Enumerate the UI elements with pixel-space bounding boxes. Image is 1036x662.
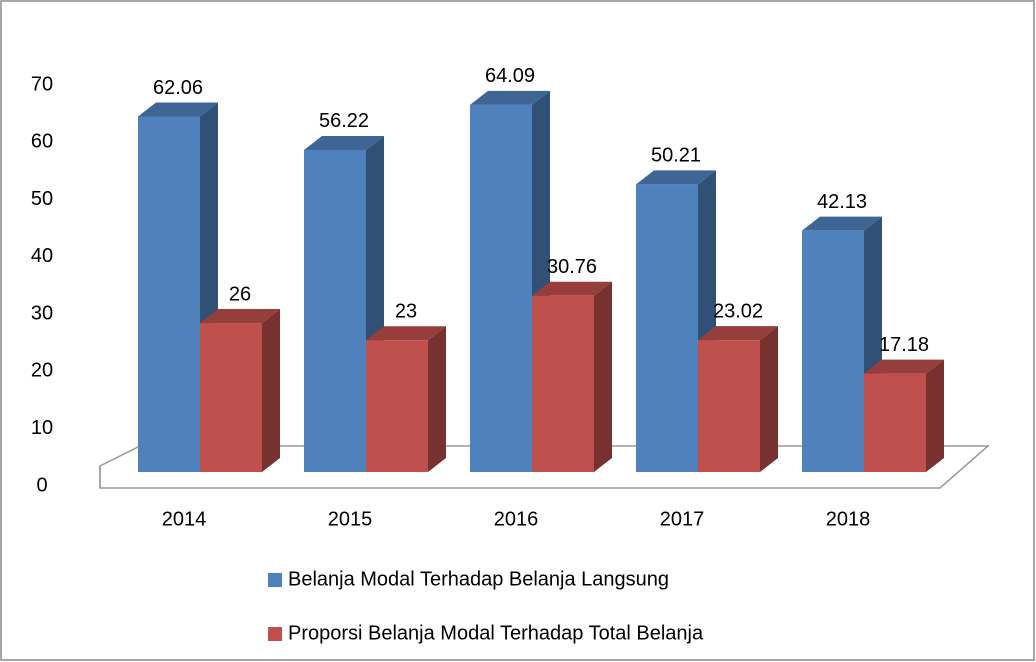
bar (532, 281, 612, 472)
bar-top (802, 216, 882, 231)
bar-side (760, 326, 778, 472)
legend-swatch (268, 627, 282, 641)
y-tick-label: 30 (31, 302, 53, 324)
y-tick-label: 50 (31, 188, 53, 210)
data-label: 17.18 (879, 334, 929, 356)
bar-top (138, 102, 218, 117)
data-label: 30.76 (547, 256, 597, 278)
x-tick-label: 2016 (494, 508, 539, 530)
data-label: 62.06 (153, 77, 203, 99)
data-label: 26 (229, 283, 251, 305)
bar-top (366, 326, 446, 341)
bar-front (698, 340, 760, 472)
data-label: 64.09 (485, 65, 535, 87)
x-tick-label: 2017 (660, 508, 705, 530)
data-label: 42.13 (817, 191, 867, 213)
y-tick-label: 60 (31, 131, 53, 153)
bar (366, 326, 446, 472)
bar-front (636, 184, 698, 473)
y-tick-label: 70 (31, 73, 53, 95)
bar-front (304, 149, 366, 473)
x-tick-label: 2015 (328, 508, 373, 530)
bar-top (532, 281, 612, 296)
bar-top (304, 135, 384, 150)
bar-side (926, 359, 944, 472)
y-tick-label: 20 (31, 360, 53, 382)
bar-top (200, 309, 280, 324)
bar (864, 359, 944, 472)
legend-swatch (268, 573, 282, 587)
data-label: 56.22 (319, 110, 369, 132)
data-label: 23.02 (713, 300, 763, 322)
bar-side (428, 326, 446, 472)
legend-item: Belanja Modal Terhadap Belanja Langsung (268, 568, 669, 590)
bar-front (200, 323, 262, 472)
y-tick-label: 0 (36, 474, 47, 496)
bar-top (636, 170, 716, 185)
y-tick-label: 40 (31, 245, 53, 267)
data-label: 23 (395, 301, 417, 323)
bar (200, 309, 280, 472)
bar-front (470, 104, 532, 472)
bar (698, 326, 778, 472)
data-label: 50.21 (651, 145, 701, 167)
bar (470, 90, 550, 472)
bar (138, 102, 218, 472)
legend-label: Proporsi Belanja Modal Terhadap Total Be… (288, 622, 704, 644)
bar-side (594, 281, 612, 472)
bar-front (138, 116, 200, 472)
bar-front (864, 373, 926, 472)
y-tick-label: 10 (31, 417, 53, 439)
bar-front (366, 340, 428, 472)
legend-label: Belanja Modal Terhadap Belanja Langsung (288, 568, 669, 590)
bar-top (470, 90, 550, 105)
bar-top (698, 326, 778, 341)
x-tick-label: 2014 (162, 508, 207, 530)
bar-front (802, 230, 864, 472)
x-tick-label: 2018 (826, 508, 871, 530)
bar-side (262, 309, 280, 472)
bar-front (532, 295, 594, 472)
bar-top (864, 359, 944, 374)
legend-item: Proporsi Belanja Modal Terhadap Total Be… (268, 622, 704, 644)
